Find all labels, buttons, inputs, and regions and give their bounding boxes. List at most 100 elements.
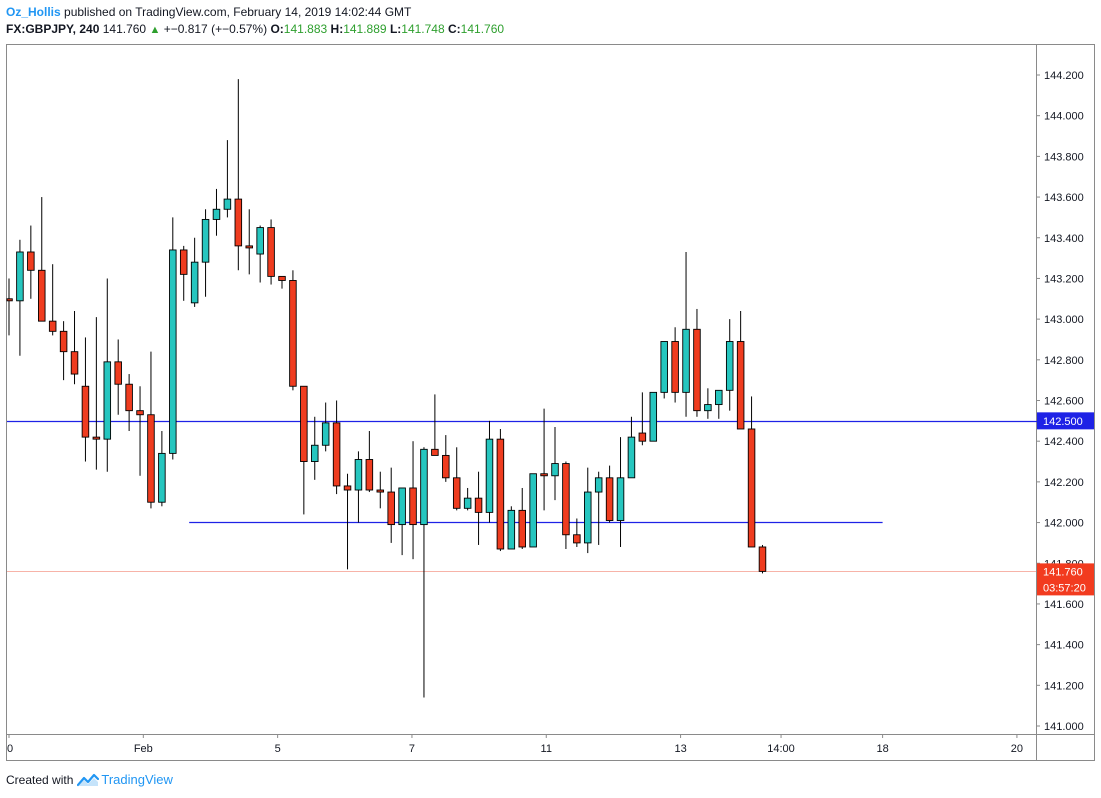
price-tick-label: 141.000 [1044,721,1084,733]
candle-body-up [311,444,319,462]
candle-body-down [332,422,341,487]
candle [245,209,253,275]
candle [190,237,199,307]
candle [267,219,275,285]
candle-body-down [431,448,439,456]
candle-body-down [289,280,297,387]
candle [594,471,603,545]
open-label: O: [270,22,284,36]
tradingview-logo-icon [77,773,100,786]
last-value: 141.760 [102,22,147,36]
price-axis[interactable]: 141.000141.200141.400141.600141.800142.0… [1036,70,1084,733]
candle [278,275,286,289]
candle-body-up [223,198,232,210]
price-tick-label: 143.400 [1044,233,1084,245]
candle-body-down [245,245,253,249]
candle [158,431,166,507]
candle [398,487,406,556]
candle [431,394,439,456]
price-tick-label: 144.200 [1044,70,1084,82]
candle [540,408,548,511]
candle [92,317,101,470]
candle-body-down [540,473,548,477]
candle-body-up [16,251,24,302]
candle [638,392,647,446]
candle [48,264,57,336]
candle-body-down [147,414,155,503]
price-tick-label: 143.800 [1044,151,1084,163]
time-axis[interactable]: 0 Feb 5 7 11 13 14:00 18 20 [7,734,1023,755]
symbol-info: FX:GBPJPY, 240 141.760 ▲ +−0.817 (+−0.57… [6,22,504,36]
candle [518,487,526,550]
change-value: +−0.817 (+−0.57%) [163,22,268,36]
candle [485,420,494,523]
candle [627,416,636,479]
candle-body-down [452,477,461,509]
price-tick-label: 142.000 [1044,518,1084,530]
price-tick-label: 141.400 [1044,640,1084,652]
candle-body-down [747,428,756,548]
candle [136,386,144,476]
candle [387,467,395,543]
candle [343,473,352,570]
candle-body-down [693,328,701,412]
candle-body-down [300,385,308,462]
candle-body-up [463,497,472,509]
candle-body-up [594,477,603,493]
candle-body-down [409,487,417,526]
candle-body-down [365,459,374,491]
high-label: H: [330,22,344,36]
candle [693,308,701,417]
candle-body-down [267,227,275,277]
candle-body-down [736,341,745,430]
time-tick-label: 13 [674,743,686,755]
time-tick-label: 18 [876,743,888,755]
candle-body-up [212,208,221,220]
price-tick-label: 143.200 [1044,273,1084,285]
close-value: 141.760 [460,22,505,36]
candle-body-down [125,383,133,412]
candle [321,402,330,452]
candle-body-down [59,330,68,353]
candle-body-down [474,497,483,513]
candle-body-up [103,361,112,440]
candle [169,217,177,460]
candle-body-down [70,351,79,375]
candle [725,319,734,411]
candle [605,465,614,523]
candle-body-up [420,448,428,526]
candle-body-down [638,432,647,442]
candle [584,467,592,554]
candle-body-up [158,452,166,503]
time-tick-label: 20 [1011,743,1023,755]
last-price-label: 141.760 [1043,566,1083,578]
candle [376,471,385,509]
candle-body-down [758,546,767,572]
candle-body-down [573,534,581,544]
candle [201,209,210,297]
candle [507,506,516,550]
candle-body-down [442,454,450,479]
candle-body-up [485,438,494,513]
candle-body-down [81,385,90,438]
price-tick-label: 143.000 [1044,314,1084,326]
candle [234,79,243,271]
tradingview-brand[interactable]: TradingView [101,772,173,787]
candle [27,225,35,299]
candle [496,428,505,552]
candle-body-up [169,249,177,454]
high-value: 141.889 [343,22,387,36]
candle-body-up [649,391,658,442]
candle-body-down [48,320,57,332]
author-name[interactable]: Oz_Hollis [6,5,61,19]
price-tick-label: 141.600 [1044,599,1084,611]
candle [747,396,756,548]
time-tick-label: Feb [134,743,153,755]
candle-body-down [518,509,526,548]
candle-body-down [376,489,385,493]
footer: Created with TradingView [6,772,173,787]
candle [420,447,428,698]
candle-body-up [201,218,210,263]
candle [289,270,297,391]
